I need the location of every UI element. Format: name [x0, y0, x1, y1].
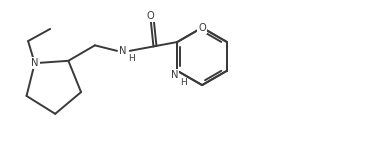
Text: O: O — [147, 11, 154, 21]
Text: N: N — [171, 70, 178, 80]
Text: N: N — [31, 58, 38, 68]
Text: H: H — [180, 79, 187, 87]
Text: H: H — [128, 54, 135, 63]
Text: N: N — [119, 46, 126, 56]
Text: O: O — [198, 23, 206, 33]
